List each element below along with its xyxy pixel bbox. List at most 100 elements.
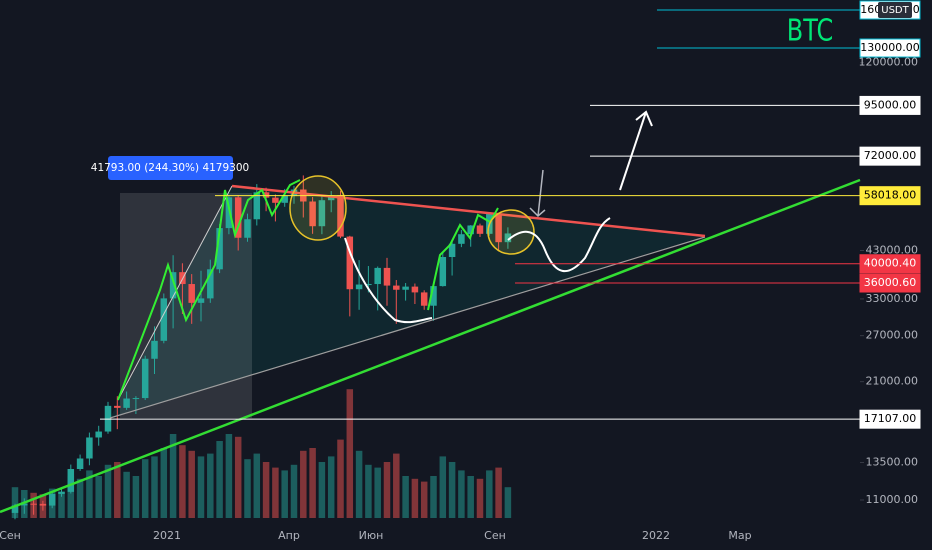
highlight-circle bbox=[289, 175, 347, 241]
candle-body bbox=[21, 503, 28, 506]
volume-bar bbox=[262, 462, 270, 518]
y-tick-label: 13500.00 bbox=[866, 456, 919, 469]
price-tag bbox=[859, 146, 921, 166]
zigzag bbox=[427, 207, 499, 311]
candle-body bbox=[169, 272, 177, 299]
volume-bar bbox=[346, 389, 354, 518]
candle-body bbox=[39, 503, 47, 506]
volume-bar bbox=[439, 456, 447, 518]
volume-bar bbox=[327, 456, 335, 518]
price-tag-label: 95000.00 bbox=[864, 98, 917, 111]
x-tick-label: 2022 bbox=[642, 529, 670, 542]
price-tag bbox=[859, 273, 921, 293]
rise-line bbox=[117, 185, 233, 401]
x-tick-label: Апр bbox=[278, 529, 300, 542]
candle-body bbox=[11, 505, 19, 513]
measure-label: 41793.00 (244.30%) 4179300 bbox=[91, 162, 249, 174]
volume-bar bbox=[169, 434, 177, 518]
volume-bar bbox=[225, 434, 233, 518]
volume-bar bbox=[448, 462, 456, 518]
candle-body bbox=[95, 431, 102, 438]
volume-bar bbox=[290, 464, 298, 518]
volume-bar bbox=[486, 470, 493, 518]
price-tag bbox=[859, 186, 921, 206]
volume-bar bbox=[337, 439, 344, 518]
y-tick-label: 11000.00 bbox=[866, 493, 919, 506]
volume-bar bbox=[383, 462, 391, 518]
volume-bar bbox=[160, 448, 168, 518]
volume-bar bbox=[402, 476, 409, 518]
price-tag-label: 130000.00 bbox=[860, 41, 920, 54]
volume-bar bbox=[467, 476, 474, 518]
candle-body bbox=[420, 292, 428, 306]
volume-bar bbox=[355, 450, 363, 518]
candle-body bbox=[123, 398, 130, 408]
drawn-curve bbox=[344, 237, 433, 324]
candle-body bbox=[160, 298, 168, 341]
arrow bbox=[619, 110, 653, 191]
candle-body bbox=[30, 503, 37, 505]
currency-badge bbox=[878, 2, 912, 19]
price-tag-label: 17107.00 bbox=[864, 412, 917, 425]
price-tag-label: 58018.00 bbox=[864, 189, 917, 202]
x-tick-label: Сен bbox=[484, 529, 506, 542]
volume-bar bbox=[393, 453, 400, 518]
x-tick-label: Июн bbox=[359, 529, 384, 542]
volume-bar bbox=[76, 478, 84, 518]
volume-bar bbox=[309, 448, 316, 518]
candle-body bbox=[393, 285, 400, 290]
price-tag bbox=[859, 95, 921, 115]
price-axis: 11000.00 13500.00 21000.00 27000.00 33000.00… bbox=[0, 0, 921, 542]
volume-bar bbox=[132, 476, 140, 518]
price-tag bbox=[859, 38, 921, 58]
resistance-line bbox=[231, 184, 706, 238]
triangle-zone bbox=[110, 186, 705, 418]
price-tag-label: 72000.00 bbox=[864, 149, 917, 162]
candle-body bbox=[216, 228, 223, 270]
y-tick-label: 33000.00 bbox=[866, 292, 919, 305]
candle-body bbox=[207, 269, 214, 299]
volume-bar bbox=[253, 453, 261, 518]
candle-body bbox=[244, 219, 251, 238]
y-tick-label: 27000.00 bbox=[866, 329, 919, 342]
volume-bar bbox=[141, 459, 149, 518]
candle-body bbox=[374, 267, 381, 285]
volume-bar bbox=[86, 470, 93, 518]
candle-body bbox=[225, 197, 233, 229]
volume-bar bbox=[216, 441, 223, 518]
candle-body bbox=[281, 196, 288, 203]
volume-bar bbox=[123, 471, 130, 518]
candle-body bbox=[253, 192, 261, 220]
candle-body bbox=[48, 493, 56, 506]
price-tag-label: 36000.60 bbox=[864, 276, 917, 289]
candle-body bbox=[272, 197, 279, 203]
candle-body bbox=[476, 225, 484, 234]
candle-body bbox=[318, 200, 326, 227]
volume-bar bbox=[58, 491, 65, 518]
volume-bar bbox=[179, 445, 186, 518]
y-tick-label: 21000.00 bbox=[866, 375, 919, 388]
volume-bar bbox=[281, 470, 288, 518]
candle-body bbox=[504, 233, 512, 243]
candle-body bbox=[67, 469, 75, 492]
candle-body bbox=[346, 236, 354, 290]
volume-bar bbox=[67, 476, 75, 518]
volume-bar bbox=[365, 464, 372, 518]
x-tick-label: 2021 bbox=[153, 529, 181, 542]
volume-bar bbox=[234, 436, 242, 518]
candle-body bbox=[188, 284, 195, 303]
candle-body bbox=[337, 195, 344, 237]
y-tick-label: 120000.00 bbox=[859, 56, 919, 69]
currency-label: USDT bbox=[881, 5, 909, 16]
candle-body bbox=[262, 192, 270, 198]
trend-line bbox=[0, 178, 861, 514]
volume-bar bbox=[114, 462, 121, 518]
volume-bar bbox=[411, 478, 419, 518]
volume-bar bbox=[318, 462, 326, 518]
volume-bar bbox=[495, 467, 502, 518]
candle-body bbox=[439, 256, 447, 287]
x-tick-label: Мар bbox=[728, 529, 751, 542]
candle-body bbox=[141, 358, 149, 399]
volume-bar bbox=[458, 470, 465, 518]
